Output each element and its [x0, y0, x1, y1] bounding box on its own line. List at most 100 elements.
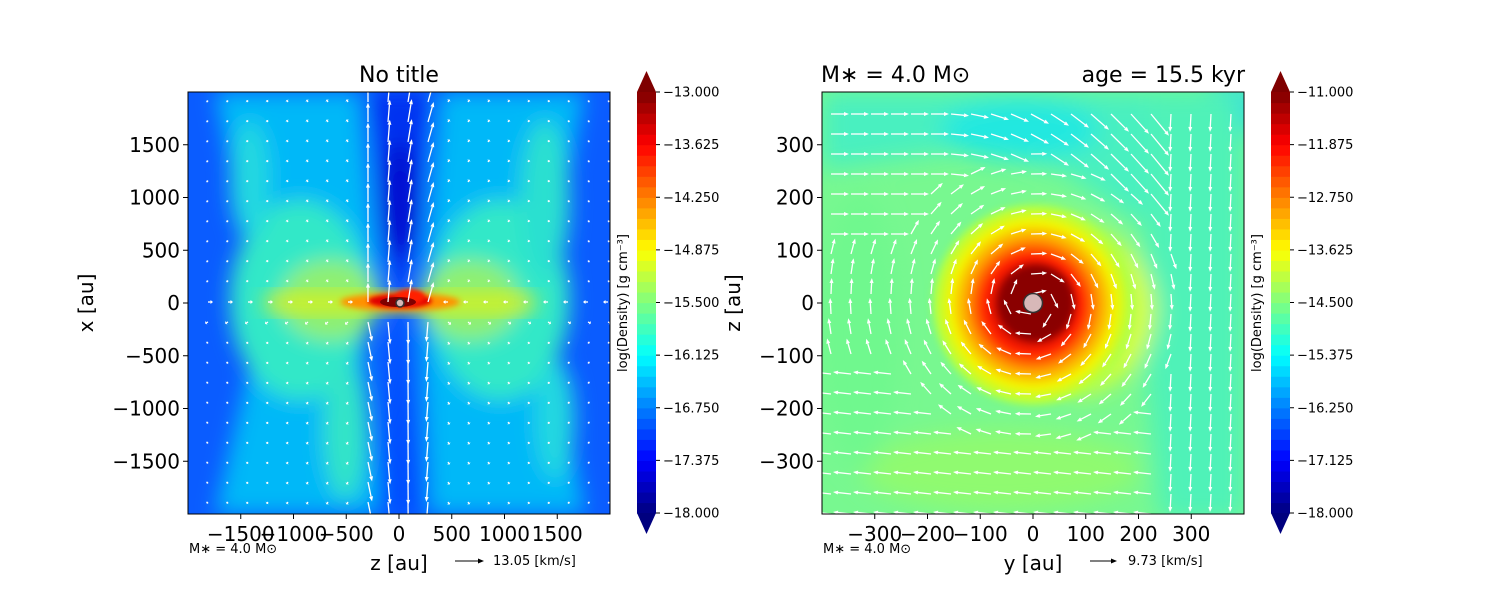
right-velocity-arrow-head [847, 318, 852, 324]
left-velocity-arrow-head [345, 402, 349, 405]
right-velocity-arrow [990, 113, 1005, 119]
right-velocity-arrow-head [884, 232, 889, 236]
right-velocity-arrow [1040, 353, 1052, 359]
left-velocity-arrow-head [325, 321, 328, 325]
left-velocity-arrow-head [245, 361, 249, 365]
left-velocity-arrow [206, 361, 209, 364]
right-velocity-arrow [1169, 133, 1172, 148]
right-velocity-arrow-head [1153, 263, 1158, 269]
left-velocity-arrow [527, 160, 530, 163]
left-velocity-arrow [507, 260, 510, 263]
right-velocity-arrow [1097, 491, 1112, 495]
left-velocity-arrow [266, 260, 269, 263]
left-colorbar-level [637, 481, 656, 493]
left-velocity-arrow [467, 441, 470, 444]
left-velocity-arrow [527, 361, 530, 364]
left-velocity-arrow-head [387, 99, 392, 105]
right-velocity-arrow-head [995, 409, 1001, 414]
right-velocity-arrow [1229, 473, 1232, 488]
right-colorbar-level [1271, 334, 1290, 346]
right-velocity-arrow [1070, 233, 1082, 240]
left-velocity-arrow-head [487, 279, 491, 282]
left-velocity-arrow-head [305, 279, 309, 283]
left-velocity-arrow-head [547, 139, 551, 143]
right-velocity-arrow-head [1093, 450, 1099, 455]
left-velocity-arrow-head [467, 482, 471, 485]
right-velocity-arrow [1010, 229, 1022, 235]
left-velocity-arrow [306, 421, 309, 424]
right-velocity-arrow-head [963, 173, 969, 178]
left-velocity-arrow [387, 284, 391, 303]
right-velocity-arrow-head [924, 172, 929, 176]
right-colorbar-level [1271, 270, 1290, 283]
left-velocity-arrow-head [387, 259, 392, 265]
right-velocity-arrow-head [921, 360, 927, 366]
left-velocity-arrow-head [507, 279, 511, 283]
right-velocity-arrow-head [1113, 283, 1117, 290]
left-colorbar-level [637, 270, 656, 283]
right-velocity-arrow [1209, 253, 1212, 268]
left-velocity-arrow-head [607, 421, 610, 425]
left-velocity-arrow-head [330, 300, 333, 304]
right-colorbar-level [1271, 344, 1290, 356]
right-velocity-arrow-head [884, 112, 889, 116]
right-velocity-arrow [970, 187, 982, 195]
right-velocity-arrow-head [1164, 130, 1169, 136]
right-velocity-arrow-head [1133, 450, 1139, 455]
left-velocity-arrow [286, 421, 289, 424]
left-velocity-arrow [387, 441, 391, 460]
right-velocity-arrow-head [849, 278, 854, 284]
left-velocity-arrow [607, 461, 610, 464]
right-velocity-arrow-head [833, 410, 839, 415]
right-reference-arrow [1090, 558, 1117, 564]
right-velocity-arrow [828, 323, 832, 335]
right-colorbar-tick-label: −13.625 [1297, 243, 1353, 258]
left-velocity-arrow [226, 180, 229, 183]
left-velocity-arrow-head [205, 99, 209, 103]
right-velocity-arrow [1123, 373, 1132, 384]
right-velocity-arrow [870, 243, 875, 255]
left-colorbar-level [637, 460, 656, 472]
left-velocity-arrow [326, 421, 329, 424]
left-velocity-arrow-head [503, 300, 506, 304]
left-velocity-arrow [567, 321, 570, 324]
left-velocity-arrow-head [345, 422, 349, 425]
right-velocity-arrow [1189, 433, 1192, 448]
right-velocity-arrow [857, 471, 872, 475]
left-velocity-arrow [467, 461, 470, 464]
left-velocity-arrow [507, 240, 510, 243]
right-velocity-arrow-head [1083, 163, 1089, 168]
left-velocity-arrow [226, 381, 229, 384]
left-velocity-arrow [527, 240, 530, 243]
right-velocity-arrow [1229, 293, 1232, 308]
right-velocity-arrow [822, 372, 832, 375]
left-velocity-arrow-head [587, 139, 591, 143]
right-velocity-arrow-head [953, 490, 959, 495]
left-velocity-arrow [246, 421, 249, 424]
right-velocity-arrow-head [1060, 255, 1067, 260]
left-velocity-arrow [246, 180, 249, 183]
right-velocity-arrow-head [1053, 470, 1059, 475]
right-velocity-arrow-head [1228, 226, 1233, 232]
left-velocity-arrow [607, 441, 610, 444]
right-velocity-arrow [980, 388, 992, 395]
right-velocity-arrow [925, 343, 932, 355]
left-velocity-arrow [306, 461, 309, 464]
right-velocity-arrow-head [1121, 381, 1127, 388]
left-velocity-arrow [306, 341, 309, 344]
left-colorbar-level [637, 123, 656, 135]
left-velocity-arrow [206, 240, 209, 243]
left-velocity-arrow [367, 341, 372, 357]
right-y-tick-label: −300 [759, 449, 814, 473]
right-velocity-arrow [997, 471, 1012, 475]
right-velocity-arrow-head [1080, 216, 1086, 221]
right-velocity-arrow-head [885, 338, 890, 345]
right-velocity-arrow [1090, 173, 1102, 180]
left-velocity-arrow [306, 481, 309, 484]
right-velocity-arrow-head [924, 212, 929, 216]
right-velocity-arrow-head [1137, 200, 1144, 205]
right-velocity-arrow [1189, 293, 1192, 308]
right-velocity-arrow-head [1144, 128, 1149, 134]
right-velocity-arrow-head [904, 112, 909, 116]
right-velocity-arrow [868, 323, 872, 335]
